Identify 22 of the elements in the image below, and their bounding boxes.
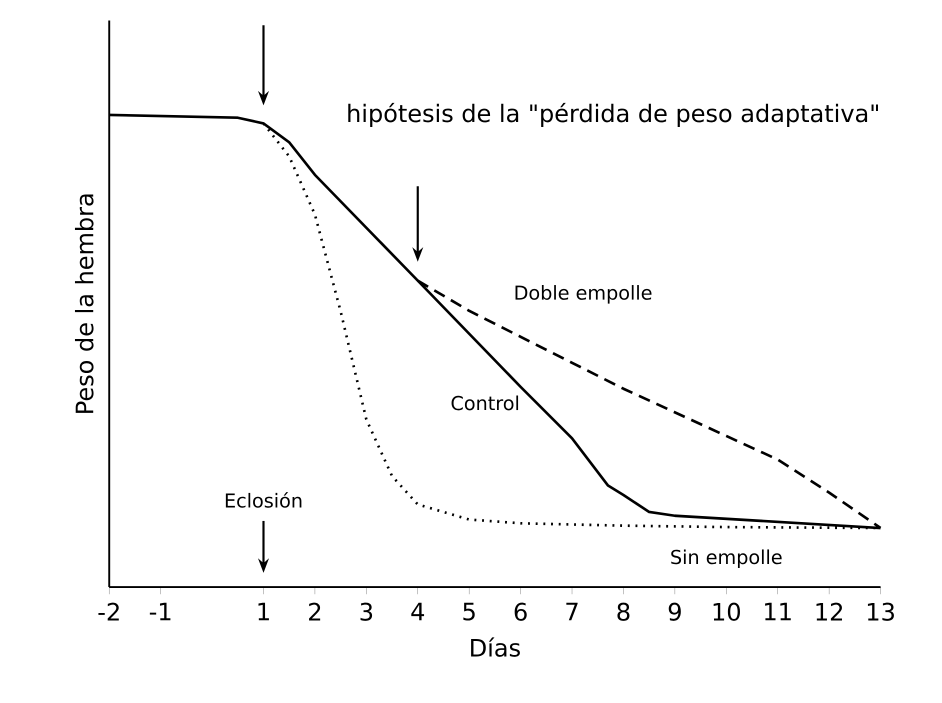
x-tick-label: 12	[816, 602, 842, 620]
chart-title: hipótesis de la "pérdida de peso adaptativa"	[348, 102, 878, 127]
x-tick-label: 3	[360, 602, 372, 621]
x-tick-label: 7	[566, 602, 578, 620]
y-axis-title: Peso de la hembra	[74, 194, 94, 413]
x-tick-label: 9	[668, 602, 681, 621]
series-label: Control	[452, 395, 518, 410]
x-tick-label: 13	[868, 602, 894, 621]
x-axis-title: Días	[471, 637, 520, 657]
x-tick-label: 6	[514, 602, 527, 621]
x-tick-label: 11	[765, 602, 791, 620]
x-tick-label: 4	[411, 602, 424, 620]
x-tick-label: 8	[617, 602, 630, 621]
series-label: Doble empolle	[516, 285, 652, 304]
x-tick-label: 1	[258, 602, 269, 620]
x-tick-label: -2	[98, 602, 119, 620]
x-tick-label: 10	[714, 602, 740, 621]
x-tick-label: -1	[150, 602, 170, 620]
x-tick-label: 2	[309, 602, 320, 620]
series-label: Sin empolle	[671, 549, 782, 568]
x-tick-label: 5	[463, 602, 475, 621]
annotation: Eclosión	[226, 492, 302, 508]
